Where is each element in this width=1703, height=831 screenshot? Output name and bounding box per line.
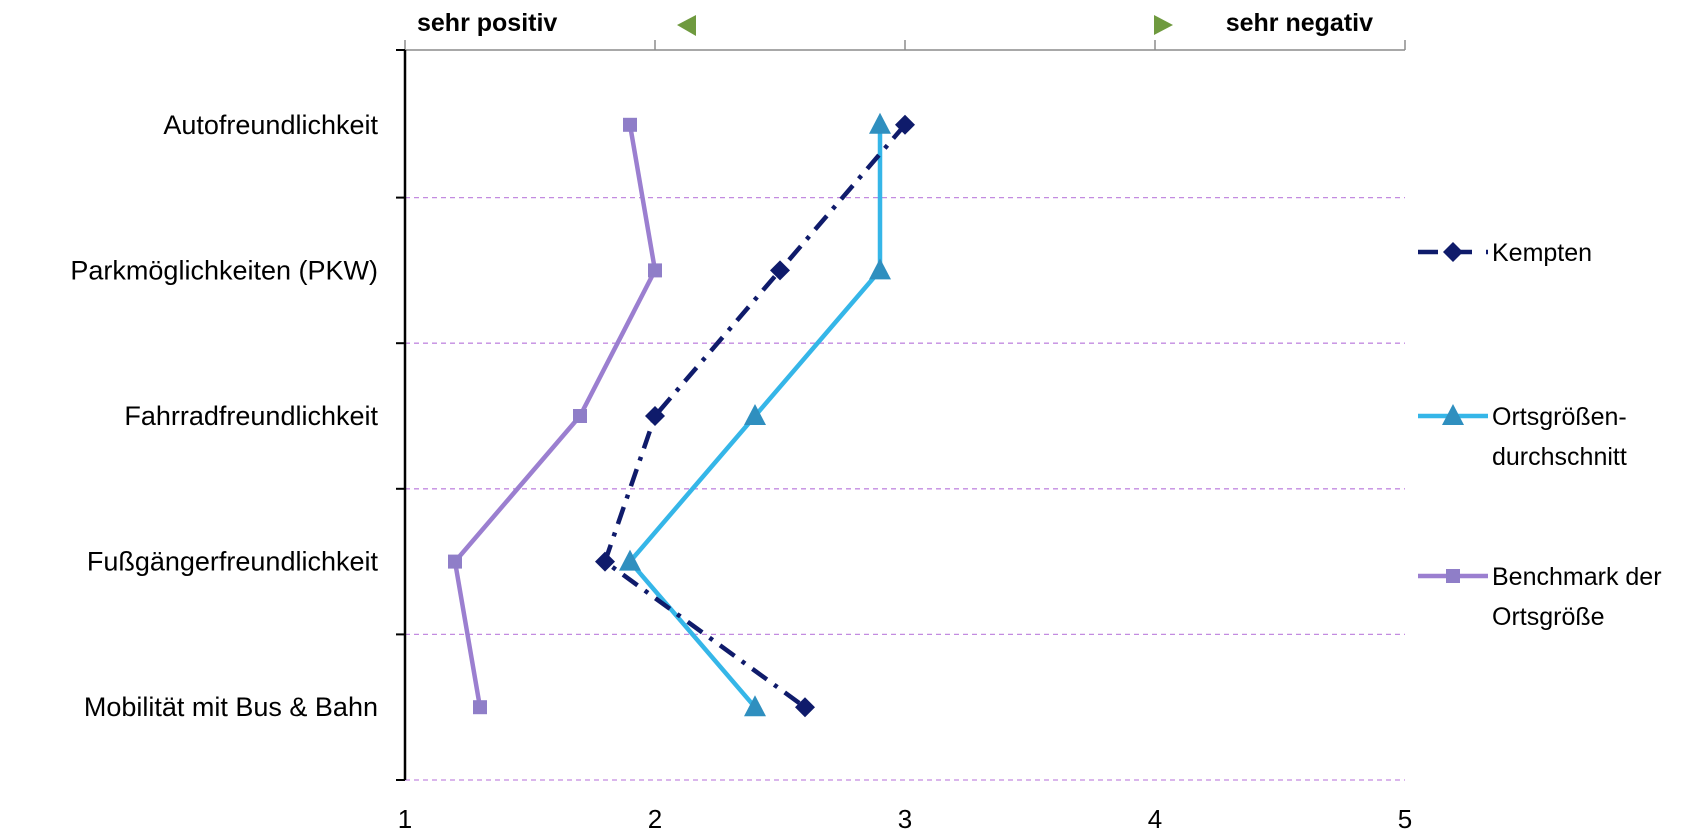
category-label: Parkmöglichkeiten (PKW) [70,255,378,285]
series-lines [448,112,915,718]
legend-swatch-marker [1446,569,1460,583]
category-label: Fahrradfreundlichkeit [124,401,378,431]
legend-item: Ortsgrößen-durchschnitt [1418,403,1627,471]
axes [396,40,1406,781]
x-tick-label: 3 [898,804,912,831]
category-label: Autofreundlichkeit [163,110,378,140]
legend-swatch-marker [1443,242,1463,262]
gridlines [405,196,1405,781]
series-line [452,124,658,708]
legend-item: Kempten [1418,239,1592,267]
arrow-right-icon [1154,15,1173,35]
category-label: Fußgängerfreundlichkeit [87,547,379,577]
data-point [869,258,891,280]
data-point [869,112,891,134]
legend-label: Ortsgrößen- [1492,403,1627,431]
legend-item: Benchmark der Ortsgröße [1418,563,1662,631]
data-point [770,260,790,281]
series-2 [448,117,662,715]
x-tick-label: 1 [398,804,412,831]
arrow-left-icon [677,15,696,36]
legend-label: Ortsgröße [1492,603,1605,631]
data-point [473,700,487,715]
top-direction-labels: sehr positiv sehr negativ [417,9,1373,37]
data-point [744,404,766,425]
label-sehr-positiv: sehr positiv [417,9,557,37]
legend: Kempten Ortsgrößen-durchschnitt Benchmark … [1418,239,1662,631]
legend-label: Benchmark der [1492,563,1662,591]
x-tick-label: 2 [648,804,662,831]
legend-swatch-marker [1442,404,1464,425]
x-tick-label: 4 [1148,804,1162,831]
category-labels: Autofreundlichkeit Parkmöglichkeiten (PKW… [70,110,378,722]
series-0 [595,114,915,718]
series-1 [619,112,891,717]
data-point [795,697,815,718]
category-label: Mobilität mit Bus & Bahn [84,692,378,722]
data-point [573,409,587,423]
x-tick-labels: 1 2 3 4 5 [398,804,1412,831]
data-point [744,695,766,717]
data-point [645,406,665,426]
data-point [623,117,637,132]
data-point [648,263,662,278]
label-sehr-negativ: sehr negativ [1226,9,1373,37]
legend-label: durchschnitt [1492,443,1627,471]
data-point [448,554,462,569]
legend-label: Kempten [1492,239,1592,267]
data-point [895,114,915,135]
data-point [595,551,615,572]
data-point [619,549,641,571]
series-line [602,123,907,710]
x-tick-label: 5 [1398,804,1412,831]
